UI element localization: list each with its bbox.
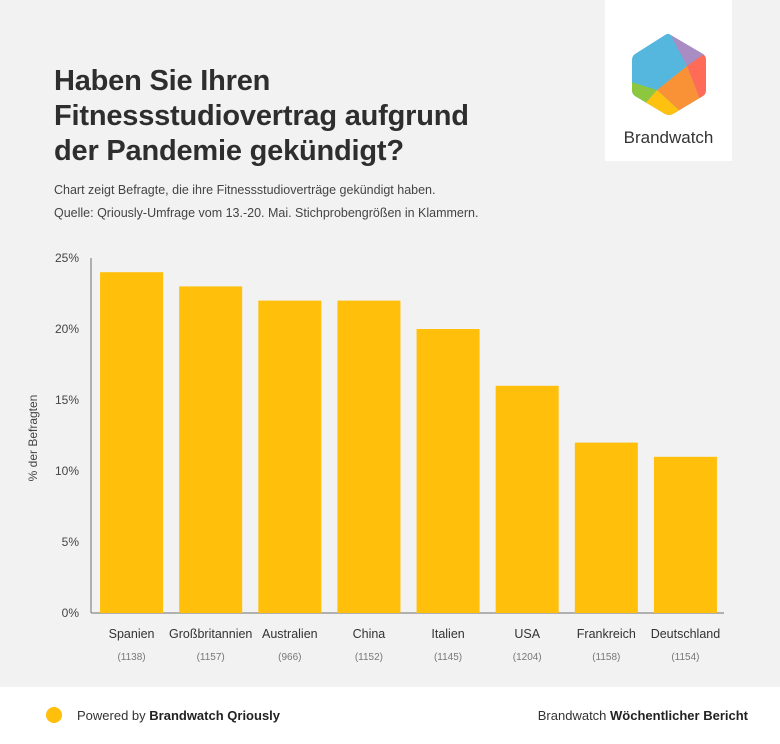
bar-chart: 0% 5% 10% 15% 20% 25% Spanien (1138) Großbritan… xyxy=(26,251,724,663)
powered-by-prefix: Powered by xyxy=(77,708,150,723)
y-axis-title: % der Befragten xyxy=(26,395,40,482)
x-tick-label: Großbritannien xyxy=(169,627,252,641)
y-tick-label: 15% xyxy=(55,393,79,407)
powered-by-text: Powered by Brandwatch Qriously xyxy=(77,708,280,723)
sample-size-label: (1152) xyxy=(355,652,383,663)
sample-size-label: (1138) xyxy=(117,652,145,663)
y-tick-label: 20% xyxy=(55,322,79,336)
sample-size-label: (1204) xyxy=(513,652,542,663)
x-tick-label: USA xyxy=(514,627,540,641)
sample-size-label: (966) xyxy=(278,652,301,663)
bar-australien xyxy=(258,300,322,613)
y-tick-label: 10% xyxy=(55,464,79,478)
report-title: Wöchentlicher Bericht xyxy=(610,708,748,723)
x-tick-label: Frankreich xyxy=(577,627,636,641)
sample-size-label: (1154) xyxy=(671,652,699,663)
qriously-dot-icon xyxy=(46,707,62,723)
x-axis-labels: Spanien (1138) Großbritannien (1157) Austral… xyxy=(109,627,721,663)
bar-frankreich xyxy=(574,442,638,613)
bar-spanien xyxy=(100,272,164,613)
y-tick-label: 0% xyxy=(62,606,80,620)
bar-deutschland xyxy=(653,456,717,613)
y-tick-label: 25% xyxy=(55,251,79,265)
brandwatch-logo-text: Brandwatch xyxy=(623,128,714,147)
x-tick-label: Deutschland xyxy=(651,627,721,641)
sample-size-label: (1158) xyxy=(592,652,620,663)
bar-großbritannien xyxy=(179,286,243,613)
brandwatch-logo: Brandwatch xyxy=(605,0,732,161)
bar-china xyxy=(337,300,401,613)
x-tick-label: Australien xyxy=(262,627,318,641)
chart-description: Chart zeigt Befragte, die ihre Fitnessst… xyxy=(54,183,436,197)
footer: Powered by Brandwatch Qriously Brandwatc… xyxy=(0,687,780,744)
title-line-3: der Pandemie gekündigt? xyxy=(54,135,404,167)
x-tick-label: Spanien xyxy=(109,627,155,641)
sample-size-label: (1145) xyxy=(434,652,462,663)
x-tick-label: China xyxy=(353,627,386,641)
report-name: Brandwatch Wöchentlicher Bericht xyxy=(538,708,748,723)
title-line-1: Haben Sie Ihren xyxy=(54,65,271,97)
y-tick-label: 5% xyxy=(62,535,80,549)
title-line-2: Fitnessstudiovertrag aufgrund xyxy=(54,100,469,132)
bar-usa xyxy=(495,385,559,613)
report-prefix: Brandwatch xyxy=(537,708,611,723)
x-tick-label: Italien xyxy=(431,627,464,641)
sample-size-label: (1157) xyxy=(197,652,225,663)
chart-source: Quelle: Qriously-Umfrage vom 13.-20. Mai… xyxy=(54,206,479,220)
brandwatch-hexagon-icon xyxy=(632,33,706,115)
bars xyxy=(100,272,717,613)
chart-title: Haben Sie Ihren Fitnessstudiovertrag auf… xyxy=(54,64,574,169)
powered-by-brand: Brandwatch Qriously xyxy=(149,708,281,723)
bar-italien xyxy=(416,329,480,613)
